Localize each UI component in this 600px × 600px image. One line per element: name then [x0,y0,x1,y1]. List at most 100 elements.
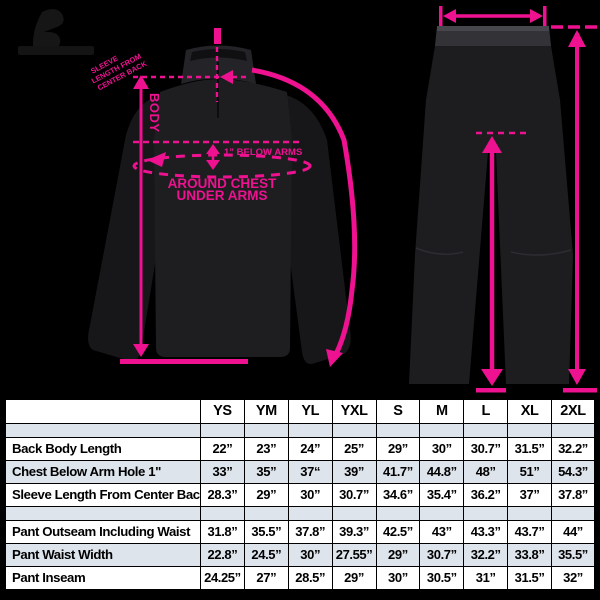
size-value-cell [200,423,245,438]
size-value-cell: 31” [463,566,509,591]
table-row: Pant Inseam 24.25” 27” 28.5” 29” 30” 30.5” 31” 3… [4,566,596,591]
size-value-cell [287,506,333,521]
table-row: Pant Waist Width 22.8” 24.5” 30” 27.55” 29” 30… [4,543,596,567]
size-value-cell: 22” [200,437,245,461]
size-value-cell [419,423,465,438]
inseam-arrow-up [482,136,502,153]
body-length-arrow-up [133,75,149,89]
hem-tick [120,359,248,364]
body-label: BODY [147,93,162,133]
size-column-header: YM [243,398,289,424]
size-value-cell [507,423,552,438]
size-value-cell: 30” [287,543,333,567]
size-value-cell: 30” [375,566,421,591]
size-column-header: XL [507,398,552,424]
center-back-tick [214,28,221,44]
outseam-arrow-down [568,369,586,385]
size-value-cell: 32.2” [551,437,596,461]
around-chest-label-line2: UNDER ARMS [177,188,268,203]
size-value-cell: 32.2” [463,543,509,567]
size-column-header: YXL [331,398,377,424]
size-value-cell [507,506,552,521]
waist-left-cap [439,6,443,26]
size-value-cell: 33.8” [507,543,552,567]
size-value-cell: 27.55” [331,543,377,567]
size-value-cell: 28.3” [200,483,245,507]
size-table: YS YM YL YXL S M L XL 2XL Back Body Length 22” 23”… [3,397,597,592]
size-value-cell: 35.5” [243,520,289,544]
chest-ellipse-arrowhead [147,152,166,167]
brand-logo [18,8,94,55]
size-value-cell: 31.5” [507,437,552,461]
size-value-cell: 30” [419,437,465,461]
size-value-cell: 48” [463,460,509,484]
below-arms-label: 1” BELOW ARMS [224,147,302,158]
size-value-cell: 30.5” [419,566,465,591]
size-value-cell: 37“ [287,460,333,484]
row-label [4,423,201,438]
size-value-cell: 43.3” [463,520,509,544]
size-value-cell [243,506,289,521]
size-value-cell: 22.8” [200,543,245,567]
size-value-cell: 27” [243,566,289,591]
size-value-cell: 39” [331,460,377,484]
around-chest-label-line1: AROUND CHEST [168,176,278,191]
size-value-cell: 30” [287,483,333,507]
pants-illustration [409,26,573,384]
spacer-row [4,506,596,521]
size-column-header: YL [287,398,333,424]
spacer-row [4,423,596,438]
size-value-cell: 36.2” [463,483,509,507]
row-label: Pant Outseam Including Waist [4,520,201,544]
below-arms-arrow-up [206,144,220,154]
jacket-measurements: SLEEVE LENGTH FROM CENTER BACK BODY 1” B… [89,28,358,367]
size-value-cell [463,506,509,521]
sleeve-length-line [251,67,358,356]
size-value-cell: 35.5” [551,543,596,567]
size-value-cell: 43” [419,520,465,544]
row-label: Sleeve Length From Center Back [4,483,201,507]
pants-measurements [439,6,597,393]
table-row: Back Body Length 22” 23” 24” 25” 29” 30” 30.7” 3… [4,437,596,461]
size-value-cell: 28.5” [287,566,333,591]
size-value-cell: 30.7” [331,483,377,507]
size-value-cell: 35” [243,460,289,484]
waist-arrow-right [530,9,543,23]
size-value-cell: 37.8” [287,520,333,544]
jacket-right-sleeve [284,95,351,365]
size-value-cell: 34.6” [375,483,421,507]
size-column-header: L [463,398,509,424]
table-row: Chest Below Arm Hole 1" 33” 35” 37“ 39” 41.7”… [4,460,596,484]
size-value-cell: 44” [551,520,596,544]
size-value-cell: 25” [331,437,377,461]
pants-right-knee-seam [510,249,572,256]
size-value-cell [331,506,377,521]
size-value-cell [551,506,596,521]
measurement-diagram: SLEEVE LENGTH FROM CENTER BACK BODY 1” B… [18,6,597,393]
size-value-cell: 23” [243,437,289,461]
size-value-cell: 41.7” [375,460,421,484]
header-row: YS YM YL YXL S M L XL 2XL [4,398,596,424]
size-value-cell: 37.8” [551,483,596,507]
size-value-cell: 44.8” [419,460,465,484]
size-value-cell: 42.5” [375,520,421,544]
size-value-cell: 24” [287,437,333,461]
size-value-cell: 39.3” [331,520,377,544]
jacket-left-sleeve [88,95,163,362]
size-value-cell: 35.4” [419,483,465,507]
size-value-cell: 24.25” [200,566,245,591]
body-length-arrow-down [133,344,149,357]
row-label: Pant Inseam [4,566,201,591]
size-value-cell: 29” [243,483,289,507]
pants-drawcord [437,26,549,31]
size-value-cell: 29” [331,566,377,591]
row-label: Back Body Length [4,437,201,461]
size-value-cell: 24.5” [243,543,289,567]
size-value-cell [375,506,421,521]
jacket-torso [154,79,292,357]
size-value-cell: 29” [375,543,421,567]
size-value-cell: 51” [507,460,552,484]
size-value-cell: 32” [551,566,596,591]
size-column-header: YS [200,398,245,424]
